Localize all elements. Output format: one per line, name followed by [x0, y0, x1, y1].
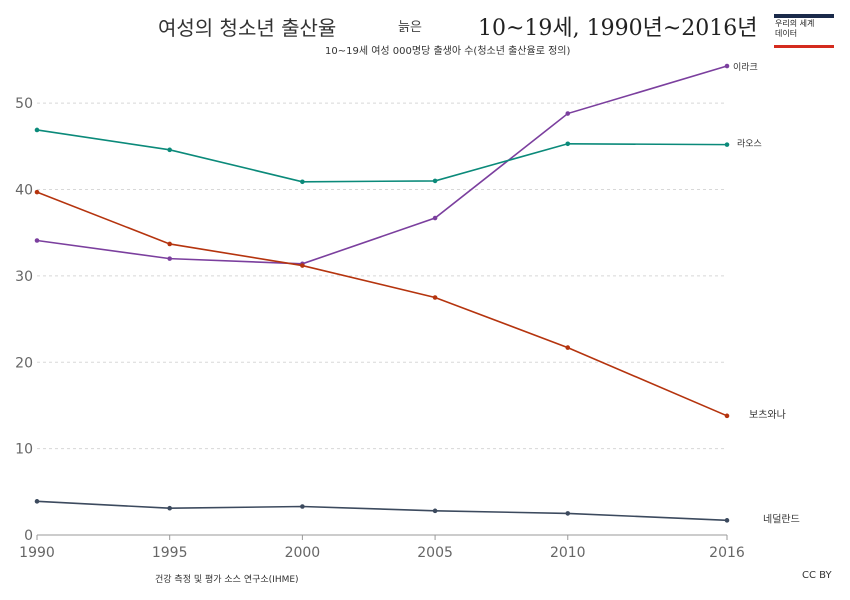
data-point [34, 238, 40, 243]
chart-title: 여성의 청소년 출산율 [158, 16, 337, 40]
data-point [724, 63, 730, 69]
y-tick-label: 0 [24, 528, 33, 544]
x-axis: 1990 1995 2000 2005 2010 2016 [19, 534, 745, 561]
source-note: 건강 측정 및 평가 소스 연구소(IHME) [155, 575, 299, 585]
data-point [167, 147, 172, 153]
data-point [432, 215, 438, 221]
logo-text: 우리의 세계 데이터 [775, 19, 814, 39]
logo-top-bar [774, 14, 834, 18]
series-line [36, 65, 728, 265]
data-point [565, 345, 571, 350]
data-point [432, 178, 438, 184]
series-line [36, 191, 728, 417]
y-tick-label: 20 [15, 355, 33, 371]
series-line [36, 500, 728, 522]
data-point [724, 142, 730, 147]
x-tick-label: 2010 [550, 545, 586, 561]
y-tick-label: 50 [15, 96, 33, 112]
data-point [565, 111, 571, 116]
logo-line-2: 데이터 [775, 29, 798, 38]
series-label: 네덜란드 [763, 513, 800, 525]
data-point [300, 179, 305, 185]
series-label: 보츠와나 [749, 409, 786, 421]
data-point [565, 141, 571, 147]
data-point [34, 189, 40, 195]
series-label: 라오스 [737, 139, 762, 150]
license-label[interactable]: CC BY [802, 570, 832, 581]
data-point [724, 518, 730, 523]
chart-title-mid: 늙은 [398, 20, 422, 35]
data-point [432, 295, 438, 300]
chart-subtitle: 10~19세 여성 000명당 출생아 수(청소년 출산율로 정의) [325, 46, 571, 57]
y-tick-label: 40 [15, 183, 33, 199]
series-line [36, 129, 728, 183]
data-point [167, 241, 172, 247]
chart-title-range: 10~19세, 1990년~2016년 [478, 16, 758, 41]
data-point [34, 499, 40, 504]
logo-bottom-bar [774, 45, 834, 48]
owid-logo[interactable]: 우리의 세계 데이터 [774, 14, 834, 48]
y-tick-label: 10 [15, 442, 33, 458]
title-row: 여성의 청소년 출산율 늙은 10~19세, 1990년~2016년 [0, 8, 850, 41]
y-axis: 0 10 20 30 40 50 [15, 96, 33, 544]
x-tick-label: 1990 [19, 545, 55, 561]
data-point [34, 127, 40, 133]
x-tick-label: 1995 [152, 545, 188, 561]
data-point [432, 508, 438, 514]
data-point [300, 263, 305, 268]
series-lines [34, 63, 730, 523]
data-point [167, 505, 172, 511]
grid-lines [37, 102, 727, 450]
data-point [300, 504, 305, 509]
data-point [167, 256, 172, 261]
x-tick-label: 2000 [285, 545, 321, 561]
x-tick-label: 2016 [709, 545, 745, 561]
data-point [565, 511, 571, 516]
y-tick-label: 30 [15, 269, 33, 285]
x-tick-label: 2005 [417, 545, 453, 561]
data-point [724, 413, 730, 419]
logo-line-1: 우리의 세계 [775, 19, 815, 28]
series-label: 이라크 [733, 62, 758, 73]
